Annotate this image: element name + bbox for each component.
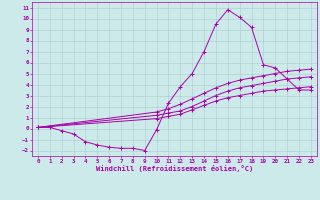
X-axis label: Windchill (Refroidissement éolien,°C): Windchill (Refroidissement éolien,°C) (96, 165, 253, 172)
